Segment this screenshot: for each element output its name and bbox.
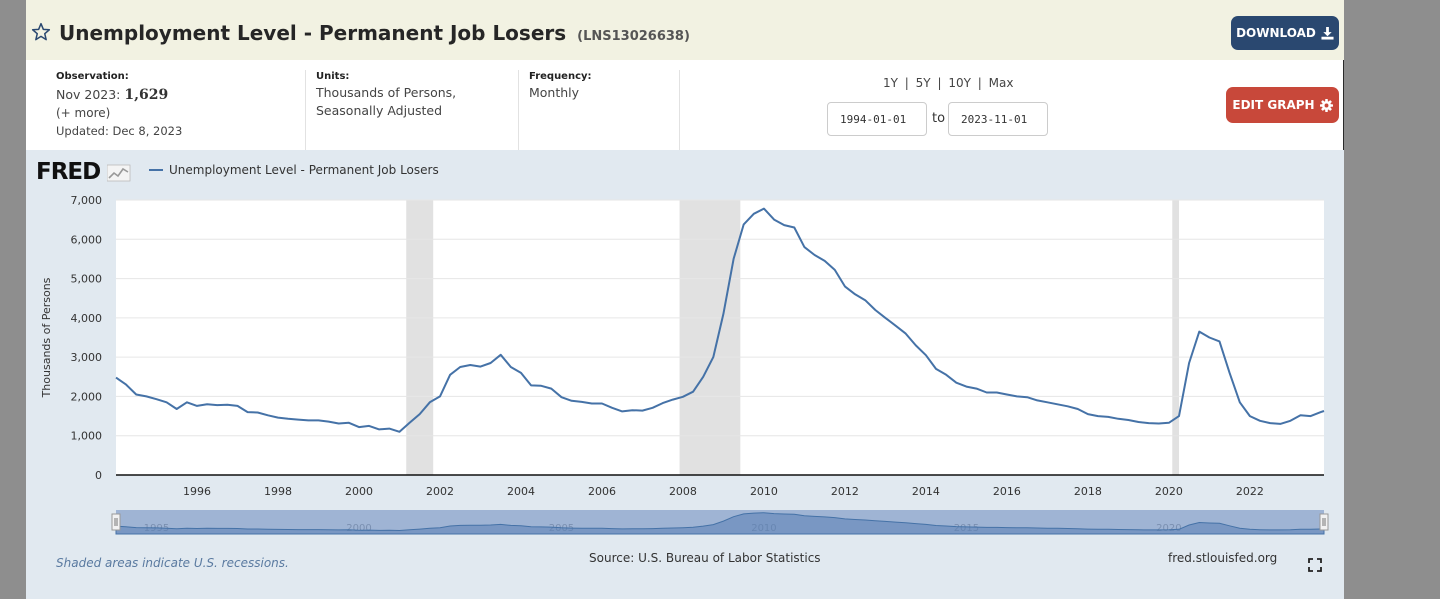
fullscreen-icon[interactable] — [1308, 558, 1322, 572]
plot-group: 0 1,000 2,000 3,000 4,000 5,000 6,000 7,000 1996… — [40, 194, 1325, 498]
fred-sparkline-icon — [106, 164, 131, 181]
edit-graph-button[interactable]: EDIT GRAPH — [1226, 87, 1339, 123]
range-link-5y[interactable]: 5Y — [915, 76, 931, 90]
y-tick-label: 0 — [95, 469, 102, 482]
download-button[interactable]: DOWNLOAD — [1231, 16, 1339, 50]
to-label: to — [932, 111, 946, 126]
units-line1: Thousands of Persons, — [316, 85, 457, 100]
range-sep: | — [904, 76, 909, 90]
units-line2: Seasonally Adjusted — [316, 103, 443, 118]
x-tick-label: 2006 — [588, 485, 616, 498]
x-tick-label: 1996 — [183, 485, 211, 498]
navigator-label: 2000 — [346, 523, 371, 534]
range-sep: | — [937, 76, 942, 90]
x-tick-label: 2004 — [507, 485, 535, 498]
y-axis-label: Thousands of Persons — [40, 277, 53, 398]
divider — [518, 70, 519, 150]
x-tick-label: 2018 — [1074, 485, 1102, 498]
download-label: DOWNLOAD — [1236, 26, 1316, 40]
x-tick-label: 2008 — [669, 485, 697, 498]
units-label: Units: — [316, 71, 350, 82]
series-line — [115, 207, 1325, 433]
y-tick-label: 2,000 — [71, 390, 103, 403]
x-tick-label: 2014 — [912, 485, 940, 498]
y-tick-label: 3,000 — [71, 351, 103, 364]
frequency-label: Frequency: — [529, 71, 592, 82]
navigator-handle[interactable] — [111, 513, 121, 531]
y-tick-label: 4,000 — [71, 312, 103, 325]
source-text: Source: U.S. Bureau of Labor Statistics — [589, 551, 821, 565]
range-link-max[interactable]: Max — [988, 76, 1014, 90]
navigator-label: 2020 — [1156, 523, 1181, 534]
series-id: (LNS13026638) — [577, 29, 690, 44]
observation-label: Observation: — [56, 71, 129, 82]
navigator-group: 199520002005201020152020 — [111, 510, 1329, 535]
x-tick-label: 2020 — [1155, 485, 1183, 498]
recession-band — [679, 200, 741, 475]
title-bar: Unemployment Level - Permanent Job Loser… — [26, 0, 1344, 60]
x-tick-label: 2012 — [831, 485, 859, 498]
fred-logo-text: FRED — [36, 159, 101, 185]
chart-svg[interactable]: 0 1,000 2,000 3,000 4,000 5,000 6,000 7,000 1996… — [26, 150, 1344, 599]
y-tick-label: 5,000 — [71, 273, 103, 286]
x-tick-label: 2000 — [345, 485, 373, 498]
x-tick-label: 2002 — [426, 485, 454, 498]
legend-swatch — [149, 169, 163, 171]
range-link-10y[interactable]: 10Y — [948, 76, 971, 90]
x-tick-label: 2010 — [750, 485, 778, 498]
range-links: 1Y | 5Y | 10Y | Max — [883, 76, 1013, 90]
updated-date: Updated: Dec 8, 2023 — [56, 124, 183, 138]
range-link-1y[interactable]: 1Y — [883, 76, 898, 90]
y-tick-label: 1,000 — [71, 430, 103, 443]
x-tick-label: 2016 — [993, 485, 1021, 498]
navigator-handle[interactable] — [1319, 513, 1329, 531]
edit-graph-label: EDIT GRAPH — [1232, 98, 1315, 112]
chart-legend: Unemployment Level - Permanent Job Loser… — [149, 163, 439, 177]
more-link[interactable]: (+ more) — [56, 106, 111, 120]
recession-band — [406, 200, 434, 475]
fred-url[interactable]: fred.stlouisfed.org — [1168, 551, 1278, 565]
star-icon[interactable] — [31, 22, 51, 42]
recession-band — [1172, 200, 1180, 475]
observation-date: Nov 2023: — [56, 87, 121, 102]
series-panel: Unemployment Level - Permanent Job Loser… — [26, 0, 1344, 599]
divider — [679, 70, 680, 150]
y-tick-label: 7,000 — [71, 194, 103, 207]
divider — [305, 70, 306, 150]
x-tick-label: 1998 — [264, 485, 292, 498]
x-tick-label: 2022 — [1236, 485, 1264, 498]
end-date-input[interactable]: 2023-11-01 — [948, 102, 1048, 136]
gear-icon — [1319, 98, 1333, 112]
frequency-value: Monthly — [529, 85, 580, 100]
observation-line: Nov 2023: 1,629 — [56, 86, 168, 104]
download-icon — [1321, 26, 1334, 40]
range-sep: | — [977, 76, 982, 90]
legend-label: Unemployment Level - Permanent Job Loser… — [169, 163, 439, 177]
recession-note: Shaded areas indicate U.S. recessions. — [56, 556, 289, 570]
navigator-area — [115, 512, 1325, 535]
start-date-input[interactable]: 1994-01-01 — [827, 102, 927, 136]
observation-value: 1,629 — [124, 87, 169, 103]
page-title: Unemployment Level - Permanent Job Loser… — [59, 21, 690, 45]
y-tick-label: 6,000 — [71, 233, 103, 246]
fred-logo[interactable]: FRED — [36, 159, 131, 185]
series-title: Unemployment Level - Permanent Job Loser… — [59, 21, 567, 45]
